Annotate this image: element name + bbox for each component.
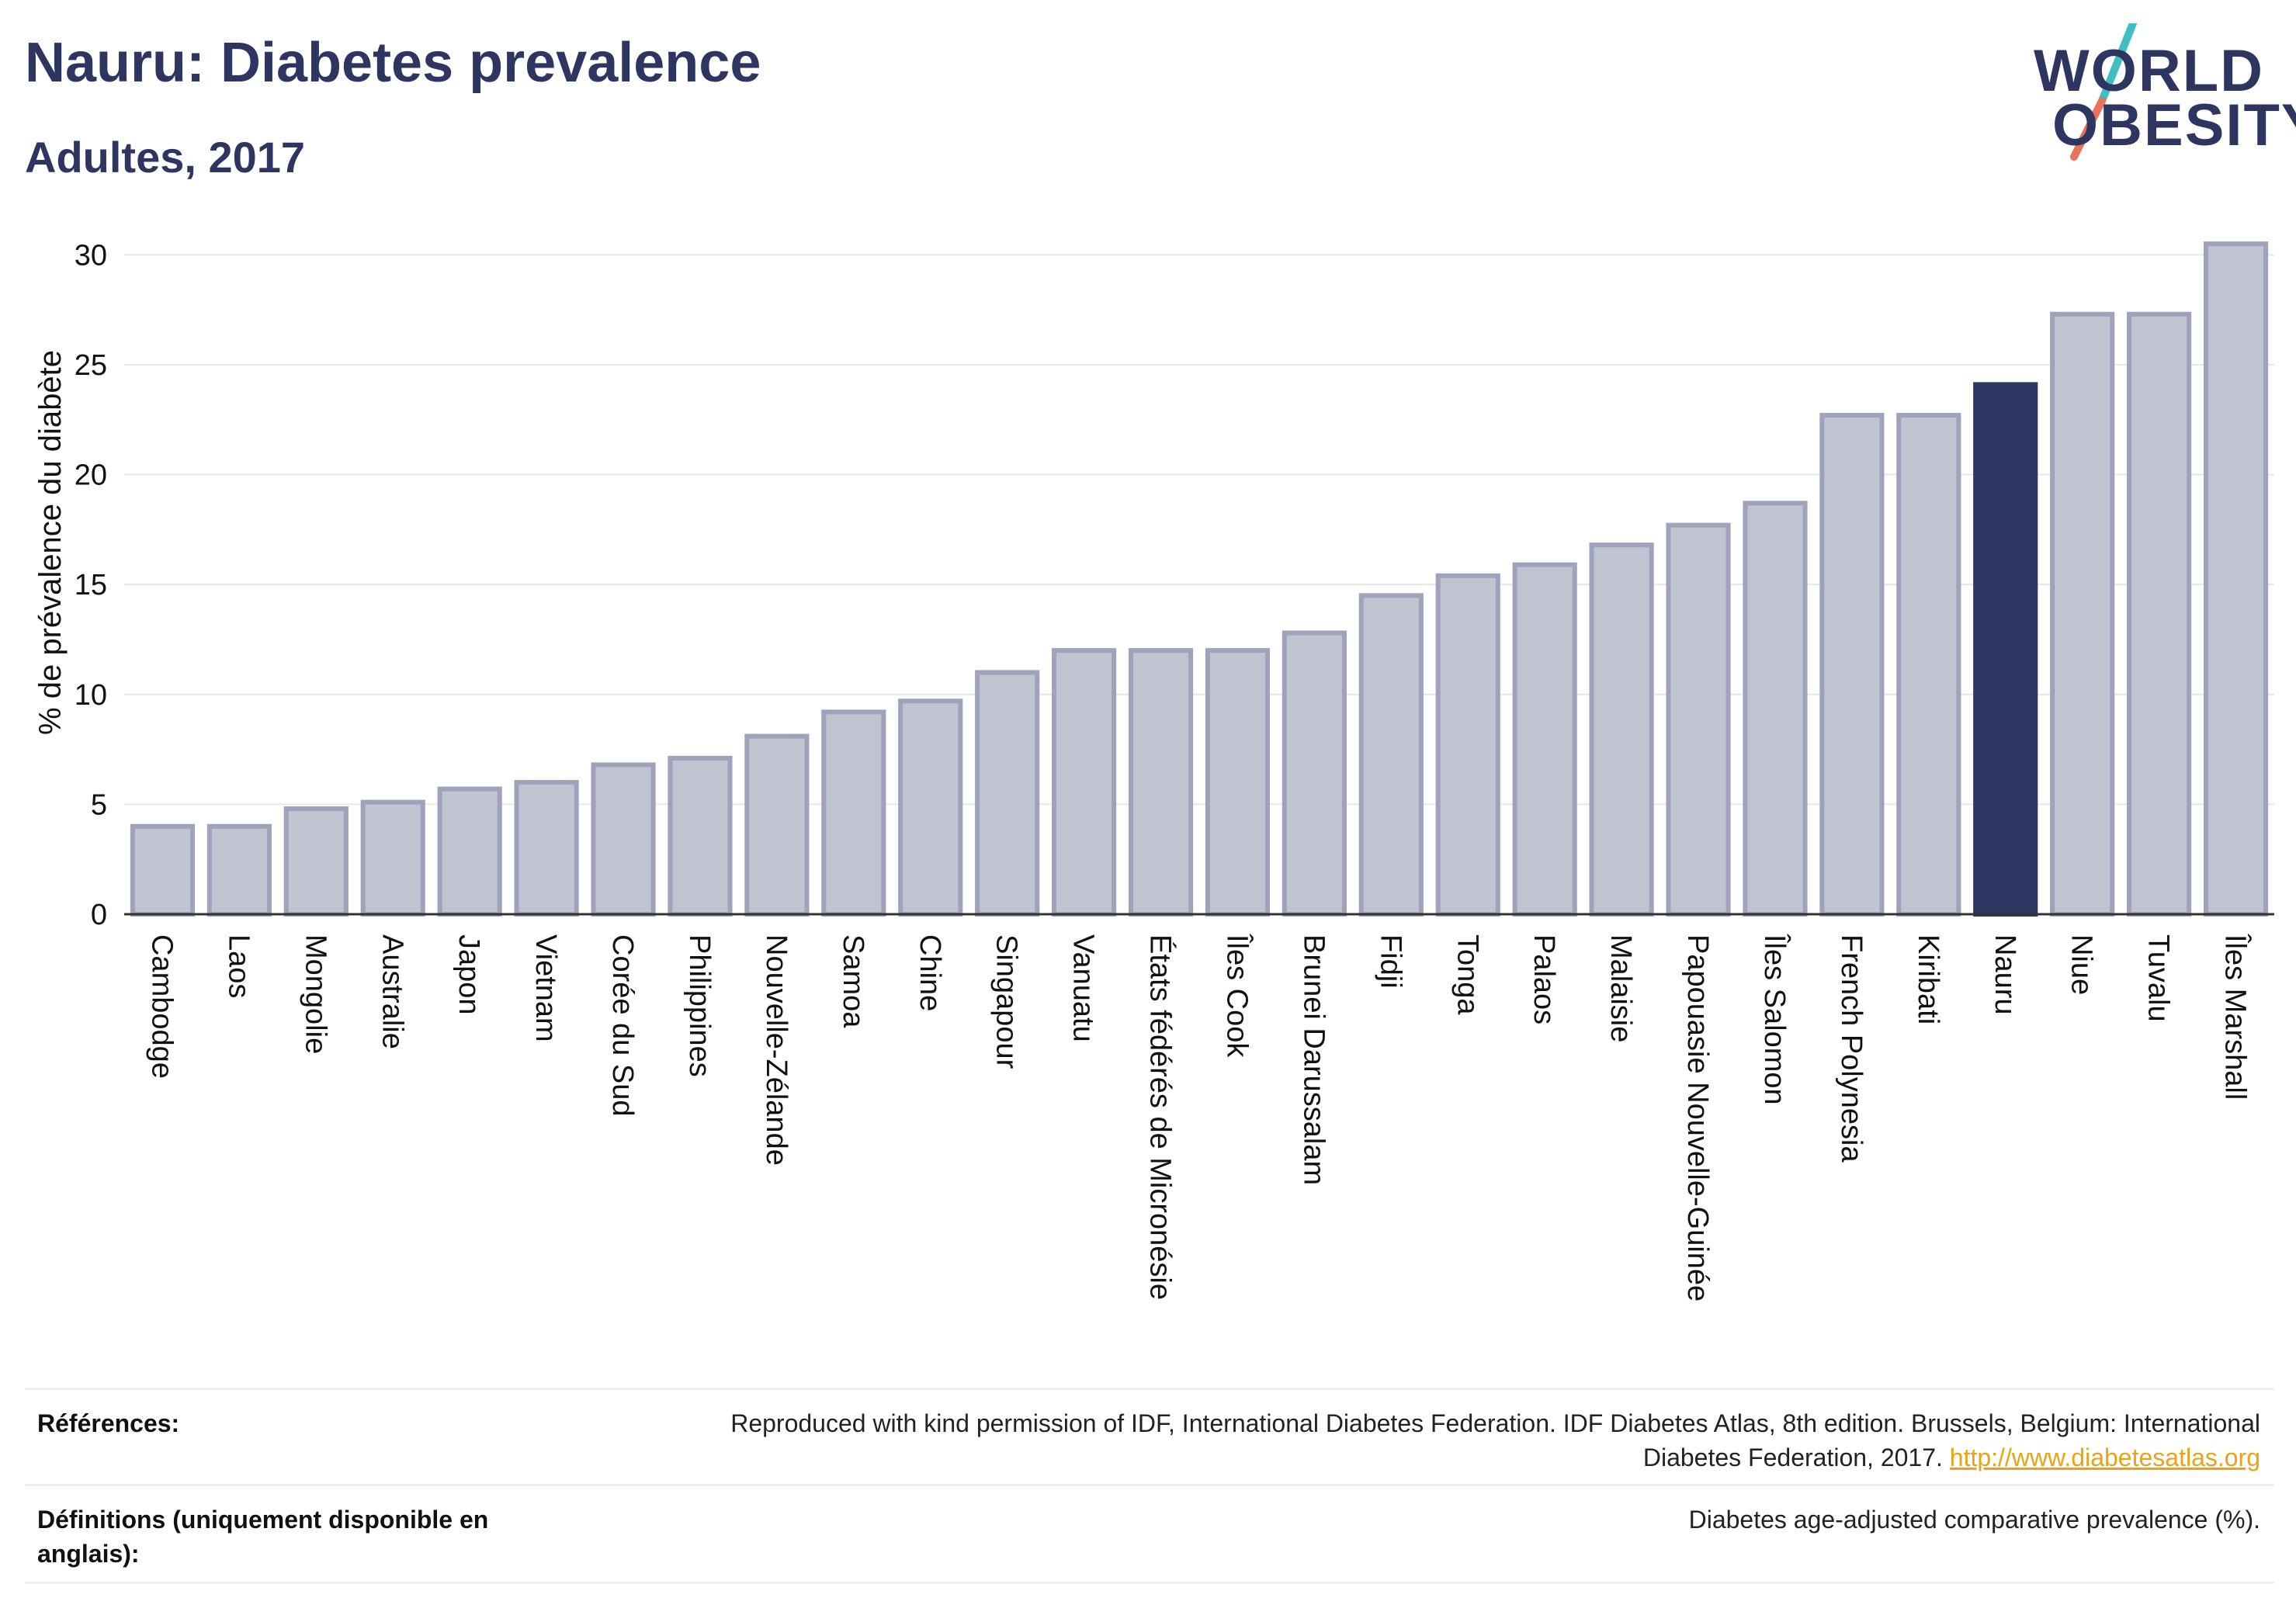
x-tick-label: Palaos: [1528, 934, 1560, 1024]
x-tick-label: Chine: [914, 934, 946, 1011]
bars: [130, 241, 2269, 917]
bar-vanuatu: [1052, 648, 1117, 917]
x-tick-label: Singapour: [990, 934, 1023, 1069]
bar-corée-du-sud: [591, 762, 656, 917]
y-tick-label: 15: [75, 569, 107, 601]
chart-subtitle: Adultes, 2017: [25, 133, 306, 182]
x-tick-label: Îles Salomon: [1758, 934, 1791, 1105]
x-tick-label: Brunei Darussalam: [1297, 934, 1330, 1185]
x-tick-label: Nouvelle-Zélande: [760, 934, 793, 1166]
bar-palaos: [1512, 562, 1577, 917]
bar-états-fédérés-de-micronésie: [1128, 648, 1194, 917]
x-tick-label: Niue: [2065, 934, 2098, 995]
y-axis-label: % de prévalence du diabète: [33, 350, 68, 735]
bar-philippines: [668, 755, 733, 917]
y-tick-label: 10: [75, 679, 107, 712]
bar-vietnam: [514, 780, 579, 917]
y-tick-label: 30: [75, 239, 107, 272]
x-tick-label: Australie: [376, 934, 408, 1049]
references-text: Reproduced with kind permission of IDF, …: [708, 1406, 2260, 1475]
x-tick-label: Samoa: [837, 934, 869, 1028]
bar-nauru: [1973, 382, 2038, 917]
bar-îles-marshall: [2203, 241, 2269, 917]
bar-samoa: [821, 709, 886, 917]
references-body: Reproduced with kind permission of IDF, …: [730, 1409, 2260, 1471]
bar-french-polynesia: [1819, 413, 1885, 917]
bar-kiribati: [1896, 413, 1961, 917]
x-tick-label: Philippines: [683, 934, 716, 1077]
chart-title: Nauru: Diabetes prevalence: [25, 32, 761, 94]
bar-malaisie: [1589, 542, 1654, 917]
bar-îles-cook: [1205, 648, 1271, 917]
logo-slash-icon: [2070, 23, 2137, 161]
x-tick-label: Tonga: [1451, 934, 1483, 1015]
x-tick-label: French Polynesia: [1835, 934, 1868, 1163]
x-tick-label: Corée du Sud: [606, 934, 639, 1117]
bar-mongolie: [283, 806, 349, 917]
divider-top: [25, 1388, 2274, 1390]
x-axis-labels: Cambodge Laos Mongolie Australie Japon Vietna…: [145, 934, 2252, 1301]
world-obesity-logo: WORLD OBESITY: [2018, 23, 2296, 171]
y-tick-label: 0: [91, 899, 107, 931]
logo-line-1: WORLD: [2034, 38, 2265, 104]
x-tick-label: Cambodge: [145, 934, 178, 1079]
bar-chine: [898, 698, 963, 917]
x-tick-label: Îles Marshall: [2219, 934, 2253, 1100]
references-link[interactable]: http://www.diabetesatlas.org: [1949, 1444, 2260, 1471]
definitions-text: Diabetes age-adjusted comparative preval…: [1688, 1506, 2260, 1534]
y-axis-ticks: 0 5 10 15 20 25 30: [75, 239, 107, 931]
bar-papouasie-nouvelle-guinée: [1666, 522, 1731, 917]
divider-bottom: [25, 1582, 2274, 1584]
x-tick-label: Tuvalu: [2142, 934, 2175, 1022]
bar-laos: [206, 823, 272, 917]
x-tick-label: Nauru: [1989, 934, 2021, 1015]
x-tick-label: Japon: [453, 934, 485, 1015]
bar-australie: [360, 799, 425, 917]
divider-middle: [25, 1484, 2274, 1486]
bar-nouvelle-zélande: [744, 733, 810, 917]
bar-singapour: [975, 670, 1040, 917]
x-tick-label: Papouasie Nouvelle-Guinée: [1681, 934, 1714, 1301]
x-tick-label: Vanuatu: [1067, 934, 1100, 1042]
y-tick-label: 25: [75, 349, 107, 382]
x-tick-label: Îles Cook: [1220, 934, 1254, 1058]
logo-line-2: OBESITY: [2052, 92, 2296, 158]
bar-chart: 0 5 10 15 20 25 30 Cambodge Laos Mongolie Austral…: [33, 239, 2274, 1301]
bar-fidji: [1358, 593, 1424, 917]
y-tick-label: 20: [75, 459, 107, 492]
x-tick-label: Fidji: [1374, 934, 1406, 989]
x-tick-label: États fédérés de Micronésie: [1144, 934, 1177, 1300]
x-tick-label: Kiribati: [1912, 934, 1944, 1024]
references-label: Références:: [37, 1409, 180, 1437]
bar-brunei-darussalam: [1282, 630, 1347, 917]
x-tick-label: Mongolie: [299, 934, 331, 1054]
x-tick-label: Laos: [222, 934, 255, 998]
bar-tuvalu: [2127, 311, 2192, 917]
bar-niue: [2050, 311, 2115, 917]
bar-japon: [437, 786, 502, 917]
bar-cambodge: [130, 823, 196, 917]
y-tick-label: 5: [91, 788, 107, 821]
bar-tonga: [1435, 573, 1500, 917]
definitions-label: Définitions (uniquement disponible en an…: [37, 1506, 489, 1568]
bar-îles-salomon: [1743, 501, 1808, 917]
x-tick-label: Malaisie: [1604, 934, 1637, 1042]
x-tick-label: Vietnam: [529, 934, 562, 1042]
